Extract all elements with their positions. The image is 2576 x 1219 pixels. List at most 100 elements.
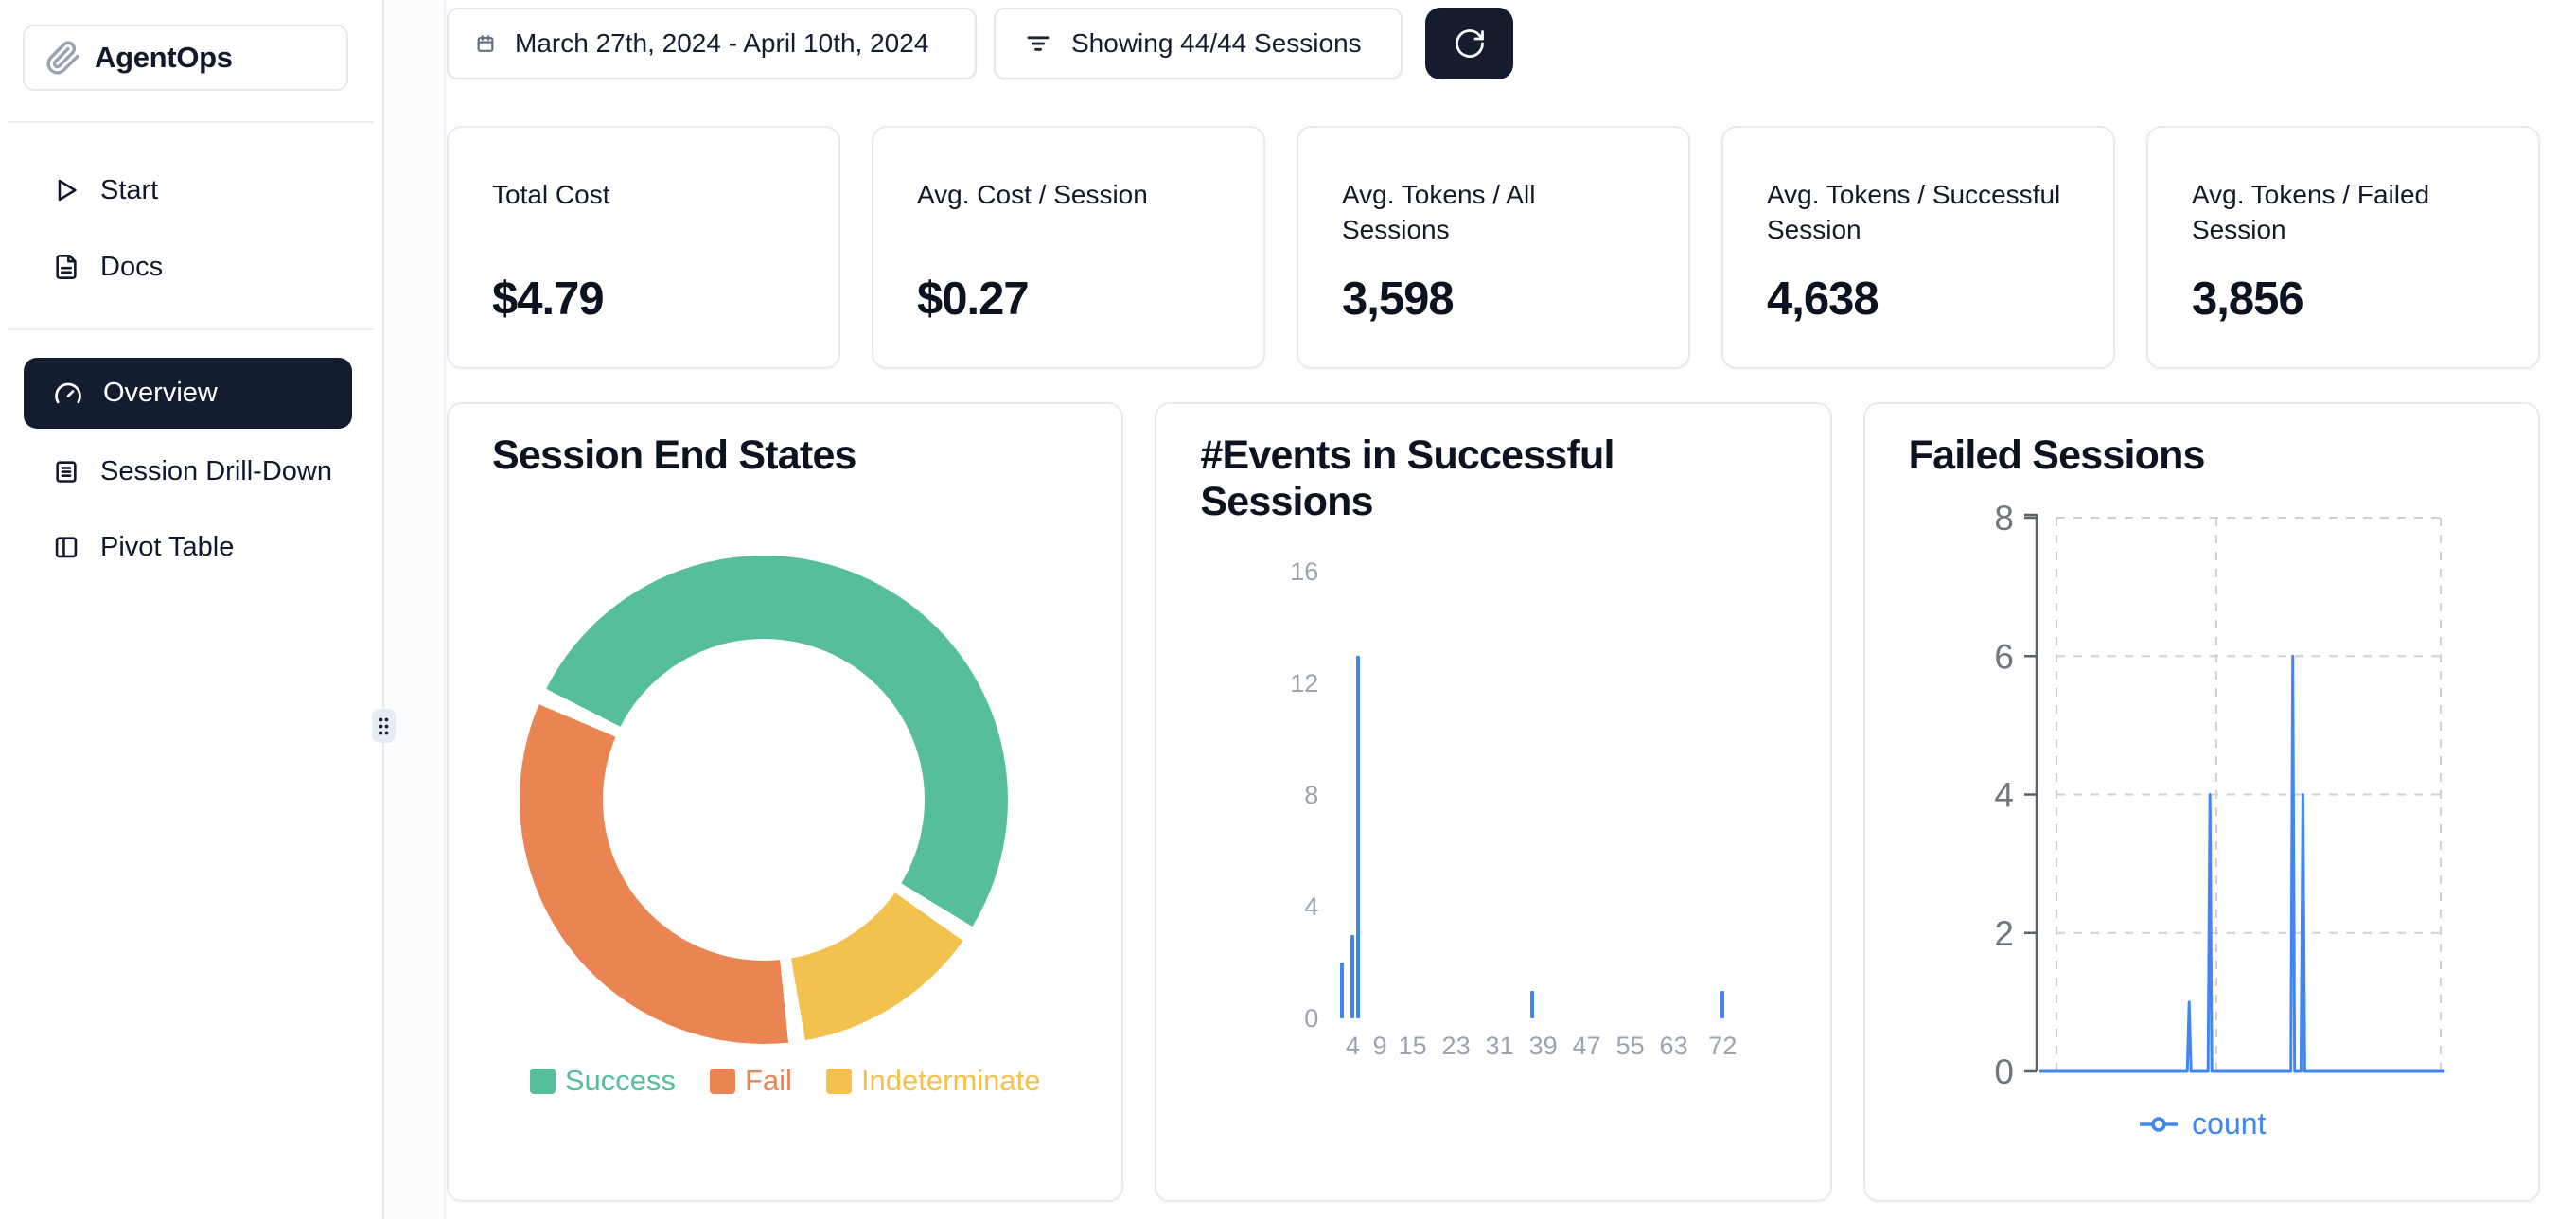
y-tick-label: 0 bbox=[1304, 1004, 1319, 1033]
x-tick-label: 9 bbox=[1372, 1032, 1387, 1060]
file-text-icon bbox=[53, 254, 79, 280]
sidebar: AgentOps Start Docs bbox=[0, 0, 384, 1219]
y-tick-label: 2 bbox=[1994, 914, 2014, 953]
y-tick-label: 16 bbox=[1290, 557, 1319, 586]
panel-left-icon bbox=[53, 534, 79, 560]
bar bbox=[1356, 655, 1361, 1018]
stat-value: $4.79 bbox=[492, 274, 605, 325]
panel-resize-handle[interactable] bbox=[372, 709, 396, 743]
legend-label: Indeterminate bbox=[860, 1064, 1041, 1097]
y-tick-label: 4 bbox=[1994, 776, 2014, 815]
y-tick-label: 8 bbox=[1994, 499, 2014, 538]
gauge-icon bbox=[54, 380, 82, 408]
bar bbox=[1350, 934, 1355, 1018]
sidebar-divider-main bbox=[8, 328, 374, 330]
line-chart: 0 2 4 6 8 bbox=[1994, 499, 2444, 1091]
session-filter-button[interactable]: Showing 44/44 Sessions bbox=[994, 8, 1403, 80]
stat-label: Avg. Tokens / All Sessions bbox=[1342, 180, 1536, 244]
sidebar-item-label: Overview bbox=[103, 378, 218, 408]
count-series-line bbox=[2038, 654, 2444, 1073]
stats-row: Total Cost $4.79 Avg. Cost / Session $0.… bbox=[447, 126, 2540, 369]
x-tick-label: 55 bbox=[1615, 1032, 1645, 1060]
sidebar-item-start[interactable]: Start bbox=[23, 161, 352, 220]
stat-label: Avg. Cost / Session bbox=[917, 180, 1148, 209]
play-icon bbox=[53, 177, 79, 203]
sidebar-item-label: Session Drill-Down bbox=[100, 455, 332, 486]
logo[interactable]: AgentOps bbox=[23, 25, 348, 91]
x-tick-label: 47 bbox=[1572, 1032, 1601, 1060]
donut-legend: Success Fail Indeterminate bbox=[449, 1064, 1121, 1098]
bar bbox=[1720, 990, 1725, 1018]
sidebar-item-label: Pivot Table bbox=[100, 531, 235, 562]
stat-card-avg-tokens-all: Avg. Tokens / All Sessions 3,598 bbox=[1297, 126, 1690, 369]
chart-title: Session End States bbox=[492, 433, 856, 478]
document-lines-icon bbox=[53, 458, 79, 485]
date-range-label: March 27th, 2024 - April 10th, 2024 bbox=[515, 28, 929, 58]
stat-value: $0.27 bbox=[917, 274, 1030, 325]
line-legend-count[interactable]: count bbox=[1865, 1106, 2538, 1141]
logo-label: AgentOps bbox=[95, 41, 233, 74]
chart-card-events-successful: #Events in Successful Sessions 0 4 8 12 16 4 9… bbox=[1155, 402, 1832, 1202]
legend-item-indeterminate[interactable]: Indeterminate bbox=[825, 1064, 1041, 1098]
refresh-button[interactable] bbox=[1425, 8, 1513, 80]
donut-chart bbox=[520, 556, 1008, 1044]
line-legend-label: count bbox=[2192, 1106, 2267, 1140]
charts-row: Session End States Success Fail Indeterm… bbox=[447, 402, 2540, 1202]
grip-dots-icon bbox=[379, 717, 389, 734]
toolbar: March 27th, 2024 - April 10th, 2024 Show… bbox=[447, 8, 1513, 80]
x-tick-label: 4 bbox=[1345, 1032, 1360, 1060]
bar bbox=[1339, 963, 1344, 1018]
x-tick-label: 31 bbox=[1485, 1032, 1514, 1060]
paperclip-logo-icon bbox=[45, 40, 81, 76]
sidebar-item-session-drill-down[interactable]: Session Drill-Down bbox=[23, 442, 352, 501]
refresh-icon bbox=[1453, 26, 1487, 61]
legend-swatch bbox=[825, 1068, 852, 1094]
stat-card-total-cost: Total Cost $4.79 bbox=[447, 126, 840, 369]
filter-lines-icon bbox=[1024, 29, 1052, 58]
stat-card-avg-cost-session: Avg. Cost / Session $0.27 bbox=[872, 126, 1265, 369]
panel-gutter bbox=[372, 0, 446, 1219]
sidebar-divider-top bbox=[8, 121, 374, 123]
stat-value: 3,598 bbox=[1342, 274, 1455, 325]
y-tick-label: 4 bbox=[1304, 892, 1319, 921]
chart-title: #Events in Successful Sessions bbox=[1200, 433, 1614, 524]
chart-card-session-end-states: Session End States Success Fail Indeterm… bbox=[447, 402, 1124, 1202]
chart-title: Failed Sessions bbox=[1908, 433, 2206, 478]
sidebar-item-overview[interactable]: Overview bbox=[24, 358, 352, 429]
sidebar-item-docs[interactable]: Docs bbox=[23, 238, 352, 296]
y-tick-label: 12 bbox=[1290, 669, 1319, 698]
stat-label: Avg. Tokens / Successful Session bbox=[1767, 180, 2061, 244]
stat-value: 4,638 bbox=[1767, 274, 1879, 325]
legend-item-fail[interactable]: Fail bbox=[709, 1064, 792, 1098]
x-tick-label: 63 bbox=[1659, 1032, 1688, 1060]
legend-label: Fail bbox=[744, 1064, 792, 1097]
sidebar-item-pivot-table[interactable]: Pivot Table bbox=[23, 518, 352, 576]
y-tick-label: 8 bbox=[1304, 781, 1319, 809]
line-marker-icon bbox=[2140, 1116, 2179, 1132]
stat-label: Total Cost bbox=[492, 180, 610, 209]
x-tick-label: 15 bbox=[1398, 1032, 1427, 1060]
sidebar-item-label: Docs bbox=[100, 251, 164, 282]
stat-card-avg-tokens-successful: Avg. Tokens / Successful Session 4,638 bbox=[1721, 126, 2115, 369]
x-tick-label: 23 bbox=[1441, 1032, 1471, 1060]
x-tick-label: 72 bbox=[1708, 1032, 1738, 1060]
y-tick-label: 6 bbox=[1994, 637, 2014, 676]
bar bbox=[1530, 990, 1535, 1018]
main-content: March 27th, 2024 - April 10th, 2024 Show… bbox=[445, 0, 2576, 1219]
stat-value: 3,856 bbox=[2192, 274, 2304, 325]
chart-card-failed-sessions: Failed Sessions 0 2 4 6 8 count bbox=[1862, 402, 2540, 1202]
y-tick-label: 0 bbox=[1994, 1052, 2014, 1091]
legend-item-success[interactable]: Success bbox=[529, 1064, 676, 1098]
calendar-icon bbox=[475, 33, 496, 54]
stat-label: Avg. Tokens / Failed Session bbox=[2192, 180, 2430, 244]
x-tick-label: 39 bbox=[1528, 1032, 1558, 1060]
session-filter-label: Showing 44/44 Sessions bbox=[1071, 28, 1362, 58]
legend-label: Success bbox=[564, 1064, 676, 1097]
stat-card-avg-tokens-failed: Avg. Tokens / Failed Session 3,856 bbox=[2146, 126, 2540, 369]
legend-swatch bbox=[529, 1068, 556, 1094]
date-range-picker[interactable]: March 27th, 2024 - April 10th, 2024 bbox=[447, 8, 977, 80]
legend-swatch bbox=[709, 1068, 735, 1094]
bar-chart: 0 4 8 12 16 4 9 15 23 31 39 47 55 63 72 bbox=[1156, 404, 1829, 1200]
sidebar-item-label: Start bbox=[100, 174, 159, 205]
